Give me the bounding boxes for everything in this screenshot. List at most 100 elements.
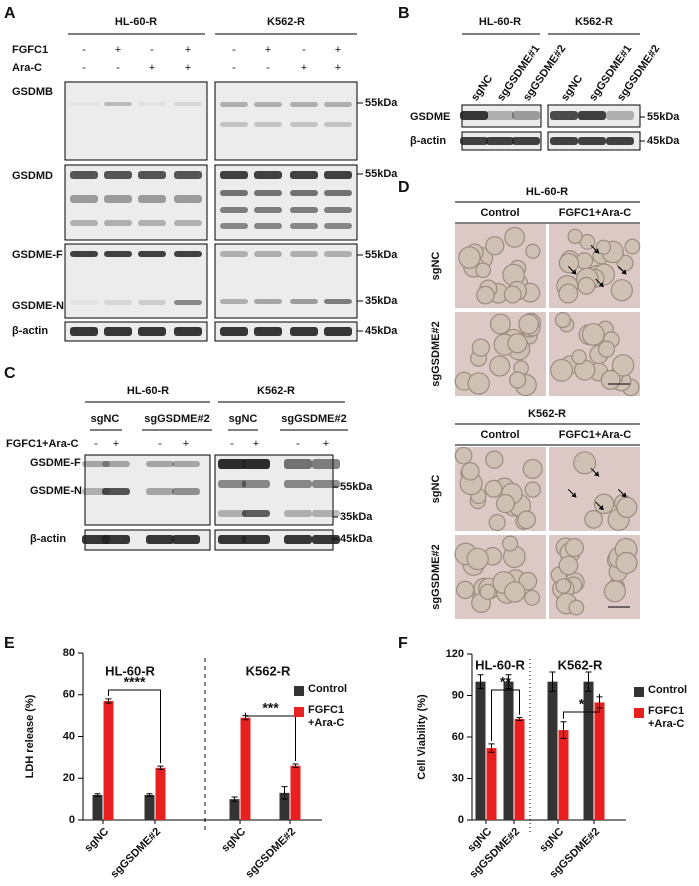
y-tick-label: 120 <box>446 648 464 660</box>
band <box>172 461 200 467</box>
sign: + <box>265 44 271 56</box>
sign: - <box>82 62 86 74</box>
blot-label: GSDMB <box>12 86 53 98</box>
group-title: K562-R <box>575 16 613 28</box>
cell <box>616 496 638 518</box>
band <box>218 459 246 469</box>
band <box>218 510 246 517</box>
band <box>254 102 282 107</box>
size-marker: 55kDa <box>365 97 398 109</box>
row-label: sgNC <box>430 252 442 281</box>
cell <box>495 494 516 514</box>
cell <box>518 313 539 335</box>
y-tick-label: 90 <box>452 689 464 701</box>
band <box>70 220 98 226</box>
arrow-head <box>621 492 627 498</box>
cell <box>624 238 641 255</box>
cell <box>573 451 597 475</box>
sign: - <box>150 44 154 56</box>
band <box>104 220 132 226</box>
sign: - <box>302 44 306 56</box>
sign: + <box>335 62 341 74</box>
band <box>218 480 246 488</box>
band <box>460 111 488 120</box>
cell <box>522 458 543 479</box>
band <box>290 299 318 304</box>
bar <box>290 765 301 820</box>
column-label: Control <box>480 207 519 219</box>
cell <box>615 551 638 575</box>
error-bar <box>292 763 299 768</box>
band <box>290 207 318 213</box>
band <box>174 220 202 226</box>
blot-label: GSDMD <box>12 170 53 182</box>
bar <box>279 792 290 820</box>
cell <box>466 547 489 571</box>
band <box>220 190 248 196</box>
error-bar <box>477 674 484 690</box>
blot <box>214 81 358 161</box>
band <box>174 171 202 179</box>
size-marker: 45kDa <box>340 533 373 545</box>
legend-label: FGFC1 +Ara-C <box>308 704 345 729</box>
band <box>104 327 132 336</box>
row-label: sgGSDME#2 <box>430 321 442 386</box>
band <box>290 223 318 229</box>
legend-label: Control <box>308 683 348 695</box>
column-label: Control <box>480 429 519 441</box>
column-label: FGFC1+Ara-C <box>559 429 631 441</box>
band <box>284 535 312 544</box>
band <box>220 207 248 213</box>
band <box>512 137 540 145</box>
cell <box>558 253 580 274</box>
cell <box>507 333 528 354</box>
cell <box>524 589 541 606</box>
band <box>606 137 634 145</box>
cell <box>558 555 579 576</box>
size-marker: 45kDa <box>365 325 398 337</box>
band <box>512 111 540 120</box>
error-bar <box>560 721 567 739</box>
lane-label: sgNC <box>559 73 585 103</box>
size-marker: 35kDa <box>365 295 398 307</box>
cell <box>597 340 616 358</box>
x-tick-label: sgNC <box>82 826 111 855</box>
x-tick-label: sgNC <box>537 826 566 855</box>
cell <box>564 538 585 558</box>
x-tick-label: sgGSDME#2 <box>108 826 163 881</box>
bar <box>155 767 166 820</box>
band <box>254 251 282 257</box>
band <box>104 171 132 179</box>
band <box>550 137 578 145</box>
y-tick-label: 20 <box>63 772 75 784</box>
significance-bracket <box>108 689 161 764</box>
legend-swatch <box>294 686 304 696</box>
y-tick-label: 60 <box>63 689 75 701</box>
band <box>220 299 248 304</box>
arrow-head <box>594 471 600 477</box>
subgroup-label: sgGSDME#2 <box>281 413 346 425</box>
cell <box>458 246 481 269</box>
bar <box>475 681 486 820</box>
size-marker: 55kDa <box>365 168 398 180</box>
legend-swatch <box>634 687 644 697</box>
blot-label: GSDME-F <box>30 457 81 469</box>
band <box>220 223 248 229</box>
y-axis-label: LDH release (%) <box>24 694 36 778</box>
sign: + <box>115 44 121 56</box>
band <box>578 137 606 145</box>
band <box>254 327 282 336</box>
x-tick-label: sgNC <box>219 826 248 855</box>
band <box>242 510 270 517</box>
group-title: K562-R <box>246 663 291 678</box>
band <box>254 207 282 213</box>
legend-label: Control <box>648 684 688 696</box>
band <box>254 299 282 304</box>
legend-swatch <box>634 708 644 718</box>
bar <box>103 701 114 820</box>
blot-label: β-actin <box>12 325 48 337</box>
group-title: HL-60-R <box>127 385 169 397</box>
bar <box>92 794 103 820</box>
panel-letter: E <box>4 635 15 652</box>
error-bar <box>488 743 495 753</box>
